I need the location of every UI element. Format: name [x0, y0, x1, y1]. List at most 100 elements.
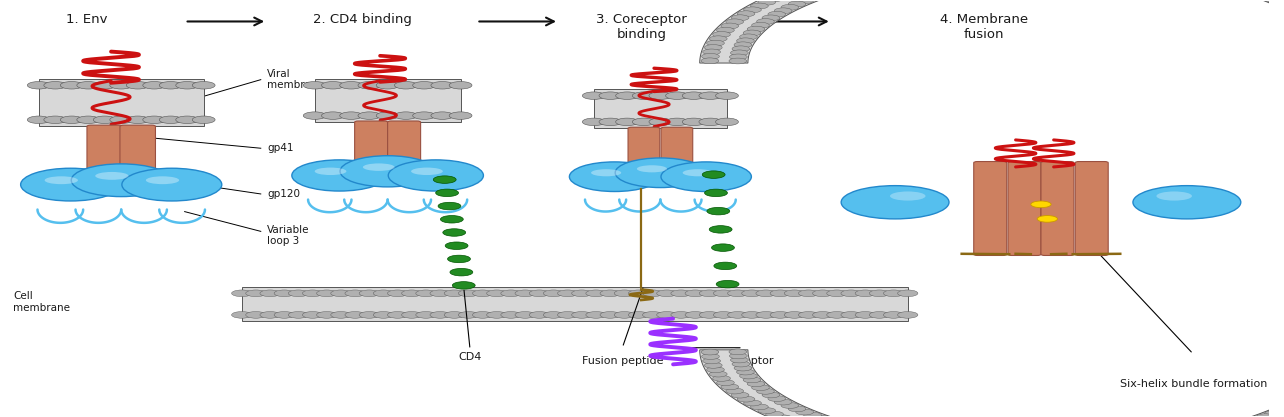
- Circle shape: [869, 290, 890, 296]
- Ellipse shape: [146, 176, 180, 184]
- Circle shape: [440, 216, 464, 223]
- Ellipse shape: [1157, 191, 1192, 201]
- Circle shape: [376, 82, 399, 89]
- Circle shape: [557, 290, 578, 296]
- Circle shape: [765, 0, 783, 2]
- Circle shape: [487, 290, 507, 296]
- Circle shape: [813, 290, 833, 296]
- FancyBboxPatch shape: [388, 121, 421, 161]
- FancyBboxPatch shape: [1041, 161, 1073, 256]
- Circle shape: [430, 311, 451, 318]
- Circle shape: [898, 311, 918, 318]
- Circle shape: [709, 36, 727, 42]
- Circle shape: [799, 290, 819, 296]
- Circle shape: [571, 290, 592, 296]
- Circle shape: [702, 49, 720, 55]
- Ellipse shape: [615, 158, 706, 188]
- Circle shape: [360, 311, 379, 318]
- Circle shape: [448, 255, 470, 263]
- Circle shape: [701, 349, 719, 355]
- Circle shape: [747, 381, 765, 387]
- Circle shape: [714, 290, 733, 296]
- Circle shape: [707, 207, 729, 215]
- Circle shape: [416, 290, 437, 296]
- Circle shape: [781, 5, 799, 10]
- Circle shape: [143, 82, 166, 89]
- Circle shape: [732, 361, 750, 367]
- Circle shape: [473, 290, 493, 296]
- Circle shape: [756, 388, 774, 394]
- Circle shape: [731, 392, 749, 398]
- Circle shape: [44, 116, 67, 123]
- Circle shape: [648, 118, 672, 126]
- Circle shape: [750, 404, 768, 410]
- Ellipse shape: [637, 165, 666, 172]
- FancyBboxPatch shape: [628, 127, 660, 164]
- Text: gp120: gp120: [267, 189, 300, 199]
- Circle shape: [715, 118, 738, 126]
- Circle shape: [855, 311, 876, 318]
- Circle shape: [358, 82, 381, 89]
- Ellipse shape: [21, 168, 121, 201]
- Circle shape: [761, 392, 779, 398]
- Circle shape: [438, 202, 461, 210]
- Circle shape: [770, 311, 791, 318]
- Circle shape: [785, 311, 805, 318]
- Text: Cell
membrane: Cell membrane: [13, 291, 71, 313]
- Circle shape: [725, 388, 743, 394]
- FancyBboxPatch shape: [1075, 161, 1108, 256]
- Circle shape: [77, 116, 100, 123]
- Polygon shape: [1198, 0, 1284, 63]
- Circle shape: [1265, 0, 1283, 2]
- Circle shape: [110, 82, 132, 89]
- Circle shape: [321, 82, 344, 89]
- Circle shape: [231, 311, 252, 318]
- Bar: [241, 287, 908, 321]
- Circle shape: [44, 82, 67, 89]
- FancyBboxPatch shape: [973, 161, 1007, 256]
- Circle shape: [774, 399, 792, 405]
- Circle shape: [501, 290, 521, 296]
- Circle shape: [705, 362, 722, 368]
- Circle shape: [245, 290, 266, 296]
- Circle shape: [799, 311, 819, 318]
- Circle shape: [614, 311, 634, 318]
- Circle shape: [27, 116, 50, 123]
- Circle shape: [143, 116, 166, 123]
- Circle shape: [449, 82, 473, 89]
- Circle shape: [632, 92, 655, 99]
- Ellipse shape: [122, 168, 222, 201]
- Text: 4. Membrane
fusion: 4. Membrane fusion: [940, 13, 1028, 41]
- Circle shape: [869, 311, 890, 318]
- Circle shape: [682, 92, 705, 99]
- Circle shape: [665, 118, 688, 126]
- Circle shape: [732, 46, 750, 52]
- Circle shape: [614, 290, 634, 296]
- Polygon shape: [1198, 350, 1284, 417]
- Circle shape: [709, 226, 732, 233]
- Circle shape: [751, 384, 769, 390]
- Circle shape: [729, 353, 747, 359]
- Circle shape: [740, 34, 758, 40]
- Circle shape: [402, 311, 422, 318]
- Circle shape: [60, 82, 83, 89]
- Circle shape: [813, 311, 833, 318]
- Circle shape: [126, 116, 149, 123]
- Circle shape: [557, 311, 578, 318]
- Circle shape: [648, 92, 672, 99]
- Circle shape: [303, 311, 322, 318]
- Circle shape: [774, 415, 792, 417]
- Circle shape: [713, 32, 731, 38]
- Circle shape: [388, 290, 408, 296]
- Ellipse shape: [591, 169, 621, 176]
- Circle shape: [1280, 404, 1284, 410]
- Circle shape: [1031, 201, 1052, 208]
- Circle shape: [431, 112, 453, 119]
- Circle shape: [458, 311, 479, 318]
- Circle shape: [670, 311, 691, 318]
- Circle shape: [529, 290, 550, 296]
- Circle shape: [412, 82, 435, 89]
- Circle shape: [855, 290, 876, 296]
- Circle shape: [682, 118, 705, 126]
- Circle shape: [737, 396, 755, 402]
